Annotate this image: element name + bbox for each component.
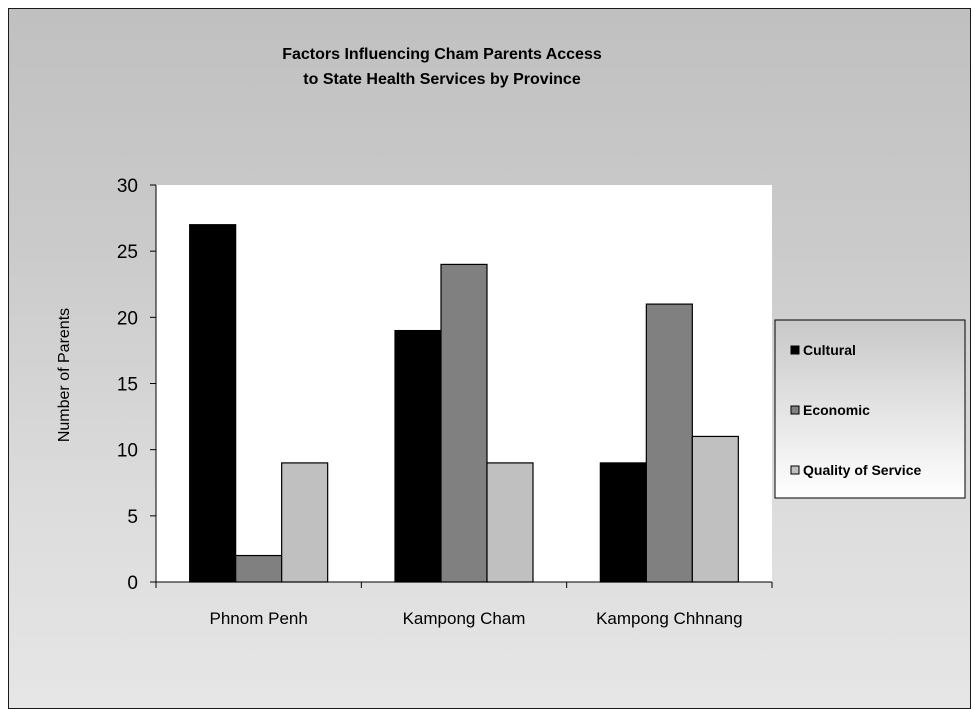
legend: Cultural Economic Quality of Service (774, 319, 966, 499)
legend-swatch (790, 345, 800, 355)
bar-quality-of-service-phnom-penh (281, 462, 329, 583)
legend-label: Quality of Service (803, 462, 921, 478)
y-tick-label: 10 (117, 441, 138, 462)
chart-svg: Factors Influencing Cham Parents Access … (56, 46, 966, 628)
chart-area: Factors Influencing Cham Parents Access … (8, 8, 971, 709)
bar-cultural-kampong-cham (394, 329, 442, 583)
y-axis-title: Number of Parents (56, 308, 73, 442)
y-tick-label: 0 (127, 573, 138, 594)
chart-title-line-1: Factors Influencing Cham Parents Access (282, 46, 602, 63)
y-tick-label: 20 (117, 308, 138, 329)
bar-economic-phnom-penh (235, 554, 283, 583)
x-category-label: Kampong Cham (403, 609, 526, 628)
bar-economic-kampong-chhnang (645, 303, 693, 583)
legend-swatch (790, 465, 800, 475)
legend-box (774, 319, 966, 499)
x-category-label: Kampong Chhnang (596, 609, 743, 628)
bar-cultural-phnom-penh (189, 224, 237, 583)
legend-label: Economic (803, 402, 870, 418)
legend-label: Cultural (803, 342, 856, 358)
bar-quality-of-service-kampong-chhnang (691, 435, 739, 583)
legend-swatch (790, 405, 800, 415)
y-tick-label: 25 (117, 242, 138, 263)
y-ticks-group: 0 5 10 15 20 25 30 (117, 176, 156, 594)
bar-economic-kampong-cham (440, 263, 488, 583)
bars-group (189, 224, 739, 583)
y-tick-label: 30 (117, 176, 138, 197)
chart-title-line-2: to State Health Services by Province (303, 71, 581, 88)
x-categories-group: Phnom Penh Kampong Cham Kampong Chhnang (155, 582, 773, 628)
bar-cultural-kampong-chhnang (599, 462, 647, 583)
bar-quality-of-service-kampong-cham (486, 462, 534, 583)
y-tick-label: 5 (127, 507, 138, 528)
y-tick-label: 15 (117, 375, 138, 396)
x-category-label: Phnom Penh (210, 609, 308, 628)
